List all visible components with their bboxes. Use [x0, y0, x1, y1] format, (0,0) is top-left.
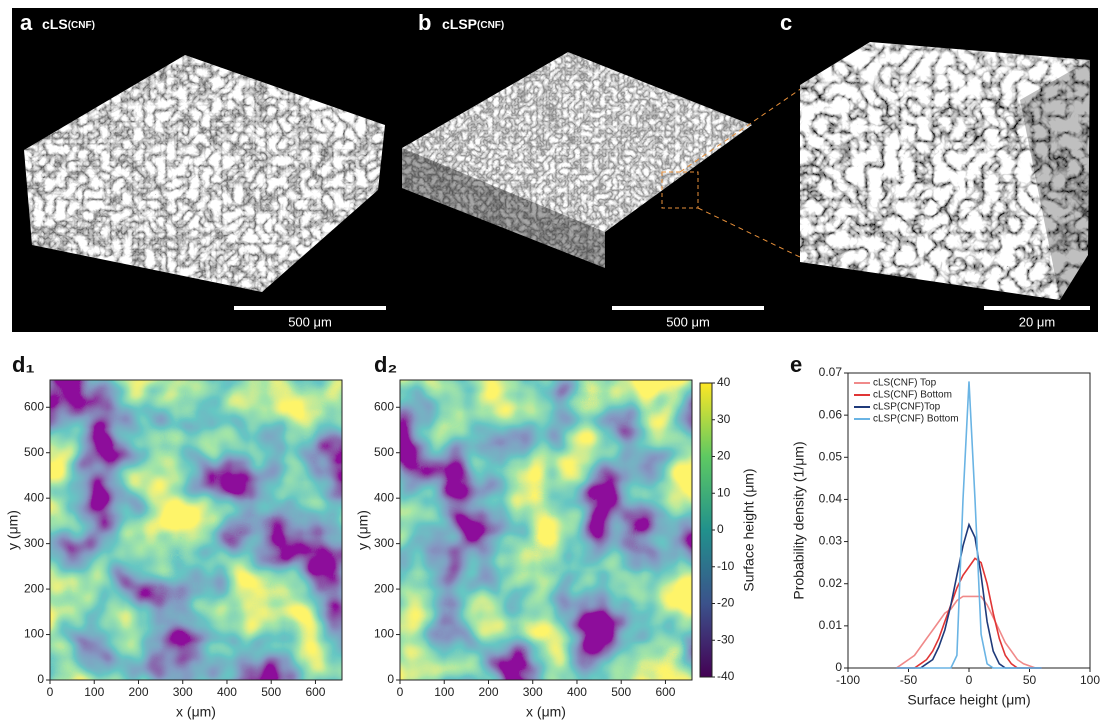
panel-label: d₂	[374, 352, 397, 377]
series-line	[895, 595, 1042, 669]
y-tick-label: 0	[37, 672, 44, 686]
x-tick-label: 200	[128, 685, 148, 699]
title-sub: (CNF)	[477, 20, 504, 31]
panel-title: cLS(CNF)	[42, 16, 95, 32]
y-tick-label: 400	[24, 490, 44, 504]
y-tick-label: 0.03	[819, 534, 843, 548]
colorbar-tick-label: 40	[717, 375, 731, 389]
colorbar-tick-label: 0	[717, 522, 724, 536]
y-tick-label: 300	[24, 536, 44, 550]
scale-bar-label: 20 μm	[1019, 314, 1055, 329]
x-tick-label: 400	[217, 685, 237, 699]
x-tick-label: 0	[47, 685, 54, 699]
legend-label: cLSP(CNF)Top	[873, 402, 941, 413]
y-axis-label: y (μm)	[355, 510, 371, 550]
panel-label: d₁	[12, 352, 35, 377]
colorbar	[699, 382, 713, 678]
y-tick-label: 0.01	[819, 618, 843, 632]
x-tick-label: 100	[434, 685, 454, 699]
y-tick-label: 200	[374, 581, 394, 595]
y-tick-label: 0.05	[819, 449, 843, 463]
x-tick-label: 400	[567, 685, 587, 699]
zoom-line	[679, 87, 803, 173]
x-tick-label: 300	[173, 685, 193, 699]
title: cLS	[42, 16, 68, 32]
slab-side	[402, 148, 605, 268]
colorbar-label: Surface height (μm)	[741, 468, 757, 591]
x-tick-label: 0	[397, 685, 404, 699]
y-tick-label: 500	[24, 445, 44, 459]
panel-label: b	[418, 10, 431, 35]
x-tick-label: 50	[1023, 673, 1037, 687]
series-line	[896, 381, 1042, 669]
plot-frame	[49, 379, 343, 681]
x-tick-label: -100	[836, 673, 860, 687]
heatmap-image	[50, 380, 342, 680]
y-tick-label: 100	[374, 627, 394, 641]
y-tick-label: 0.07	[819, 365, 843, 379]
panel-label: e	[790, 352, 802, 377]
colorbar-tick-label: -20	[717, 596, 735, 610]
y-tick-label: 100	[24, 627, 44, 641]
x-tick-label: -50	[900, 673, 918, 687]
panel-label: c	[780, 10, 792, 35]
colorbar-tick-label: 20	[717, 449, 731, 463]
zoom-line	[697, 207, 803, 259]
scale-bar-label: 500 μm	[288, 314, 332, 329]
scale-bar-label: 500 μm	[666, 314, 710, 329]
y-tick-label: 0.04	[819, 492, 843, 506]
legend-label: cLSP(CNF) Bottom	[873, 414, 959, 425]
x-tick-label: 100	[84, 685, 104, 699]
cube-side	[1020, 60, 1090, 300]
ct-cube-c	[800, 42, 1090, 300]
x-tick-label: 500	[261, 685, 281, 699]
colorbar-tick-label: 10	[717, 485, 731, 499]
y-tick-label: 300	[374, 536, 394, 550]
cube-top	[800, 42, 1090, 100]
legend-label: cLS(CNF) Top	[873, 378, 937, 389]
x-tick-label: 100	[1080, 673, 1100, 687]
x-tick-label: 0	[966, 673, 973, 687]
legend-label: cLS(CNF) Bottom	[873, 390, 952, 401]
x-axis-label: x (μm)	[526, 704, 566, 720]
y-tick-label: 0	[387, 672, 394, 686]
x-axis-label: Surface height (μm)	[907, 692, 1030, 708]
x-tick-label: 600	[305, 685, 325, 699]
x-tick-label: 300	[523, 685, 543, 699]
y-axis-label: y (μm)	[5, 510, 21, 550]
plot-frame	[399, 379, 693, 681]
colorbar-tick-label: -10	[717, 559, 735, 573]
x-tick-label: 500	[611, 685, 631, 699]
y-tick-label: 200	[24, 581, 44, 595]
x-tick-label: 600	[655, 685, 675, 699]
colorbar-tick-label: 30	[717, 412, 731, 426]
panel-label: a	[20, 10, 33, 35]
y-tick-label: 0.02	[819, 576, 843, 590]
x-axis-label: x (μm)	[176, 704, 216, 720]
panel-title: cLSP(CNF)	[442, 16, 504, 32]
y-tick-label: 500	[374, 445, 394, 459]
y-tick-label: 400	[374, 490, 394, 504]
x-tick-label: 200	[478, 685, 498, 699]
y-tick-label: 0	[835, 660, 842, 674]
y-axis-label: Probability density (1/μm)	[791, 441, 807, 599]
colorbar-tick-label: -40	[717, 669, 735, 683]
y-tick-label: 600	[24, 399, 44, 413]
colorbar-tick-label: -30	[717, 632, 735, 646]
y-tick-label: 600	[374, 399, 394, 413]
title: cLSP	[442, 16, 477, 32]
y-tick-label: 0.06	[819, 407, 843, 421]
heatmap-image	[400, 380, 692, 680]
title-sub: (CNF)	[68, 20, 95, 31]
